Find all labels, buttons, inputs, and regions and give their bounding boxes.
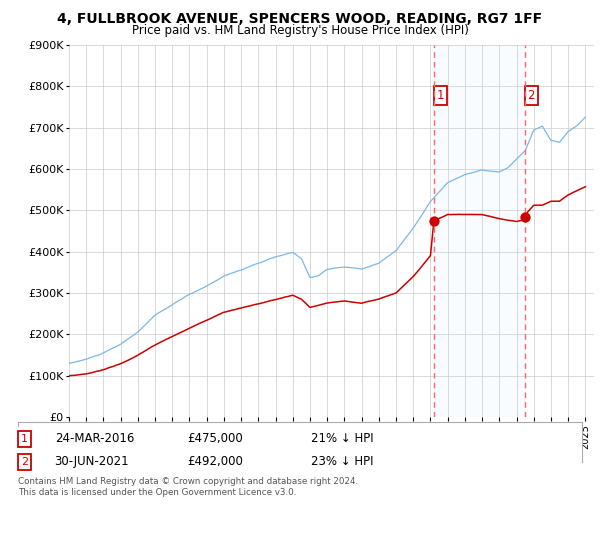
Text: Price paid vs. HM Land Registry's House Price Index (HPI): Price paid vs. HM Land Registry's House … bbox=[131, 24, 469, 36]
Text: 21% ↓ HPI: 21% ↓ HPI bbox=[311, 432, 374, 445]
Point bbox=[520, 213, 530, 222]
Text: £475,000: £475,000 bbox=[187, 432, 243, 445]
Text: 2: 2 bbox=[527, 88, 535, 101]
Text: 2: 2 bbox=[21, 457, 28, 466]
Text: HPI: Average price, detached house, Wokingham: HPI: Average price, detached house, Woki… bbox=[60, 446, 314, 456]
Text: 1: 1 bbox=[21, 434, 28, 444]
Text: Contains HM Land Registry data © Crown copyright and database right 2024.
This d: Contains HM Land Registry data © Crown c… bbox=[18, 477, 358, 497]
Text: £492,000: £492,000 bbox=[187, 455, 243, 468]
Point bbox=[429, 216, 439, 225]
Text: 24-MAR-2016: 24-MAR-2016 bbox=[55, 432, 134, 445]
Text: 4, FULLBROOK AVENUE, SPENCERS WOOD, READING, RG7 1FF (detached house): 4, FULLBROOK AVENUE, SPENCERS WOOD, READ… bbox=[60, 428, 479, 438]
Text: 23% ↓ HPI: 23% ↓ HPI bbox=[311, 455, 374, 468]
Text: 1: 1 bbox=[437, 88, 444, 101]
Text: 4, FULLBROOK AVENUE, SPENCERS WOOD, READING, RG7 1FF: 4, FULLBROOK AVENUE, SPENCERS WOOD, READ… bbox=[58, 12, 542, 26]
Bar bbox=[434, 45, 525, 417]
Text: 30-JUN-2021: 30-JUN-2021 bbox=[55, 455, 129, 468]
